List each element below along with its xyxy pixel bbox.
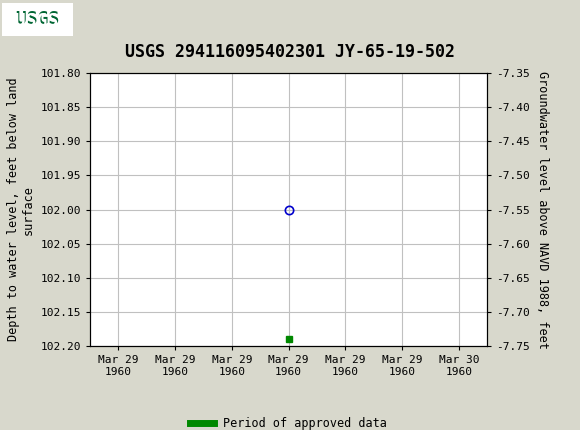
Text: █USGS: █USGS	[5, 9, 59, 30]
Legend: Period of approved data: Period of approved data	[186, 412, 392, 430]
FancyBboxPatch shape	[3, 3, 72, 36]
Y-axis label: Depth to water level, feet below land
surface: Depth to water level, feet below land su…	[7, 78, 35, 341]
Text: USGS 294116095402301 JY-65-19-502: USGS 294116095402301 JY-65-19-502	[125, 43, 455, 61]
Bar	[2, 3, 68, 36]
Text: ‹USGS: ‹USGS	[5, 10, 59, 28]
Y-axis label: Groundwater level above NAVD 1988, feet: Groundwater level above NAVD 1988, feet	[535, 71, 549, 349]
